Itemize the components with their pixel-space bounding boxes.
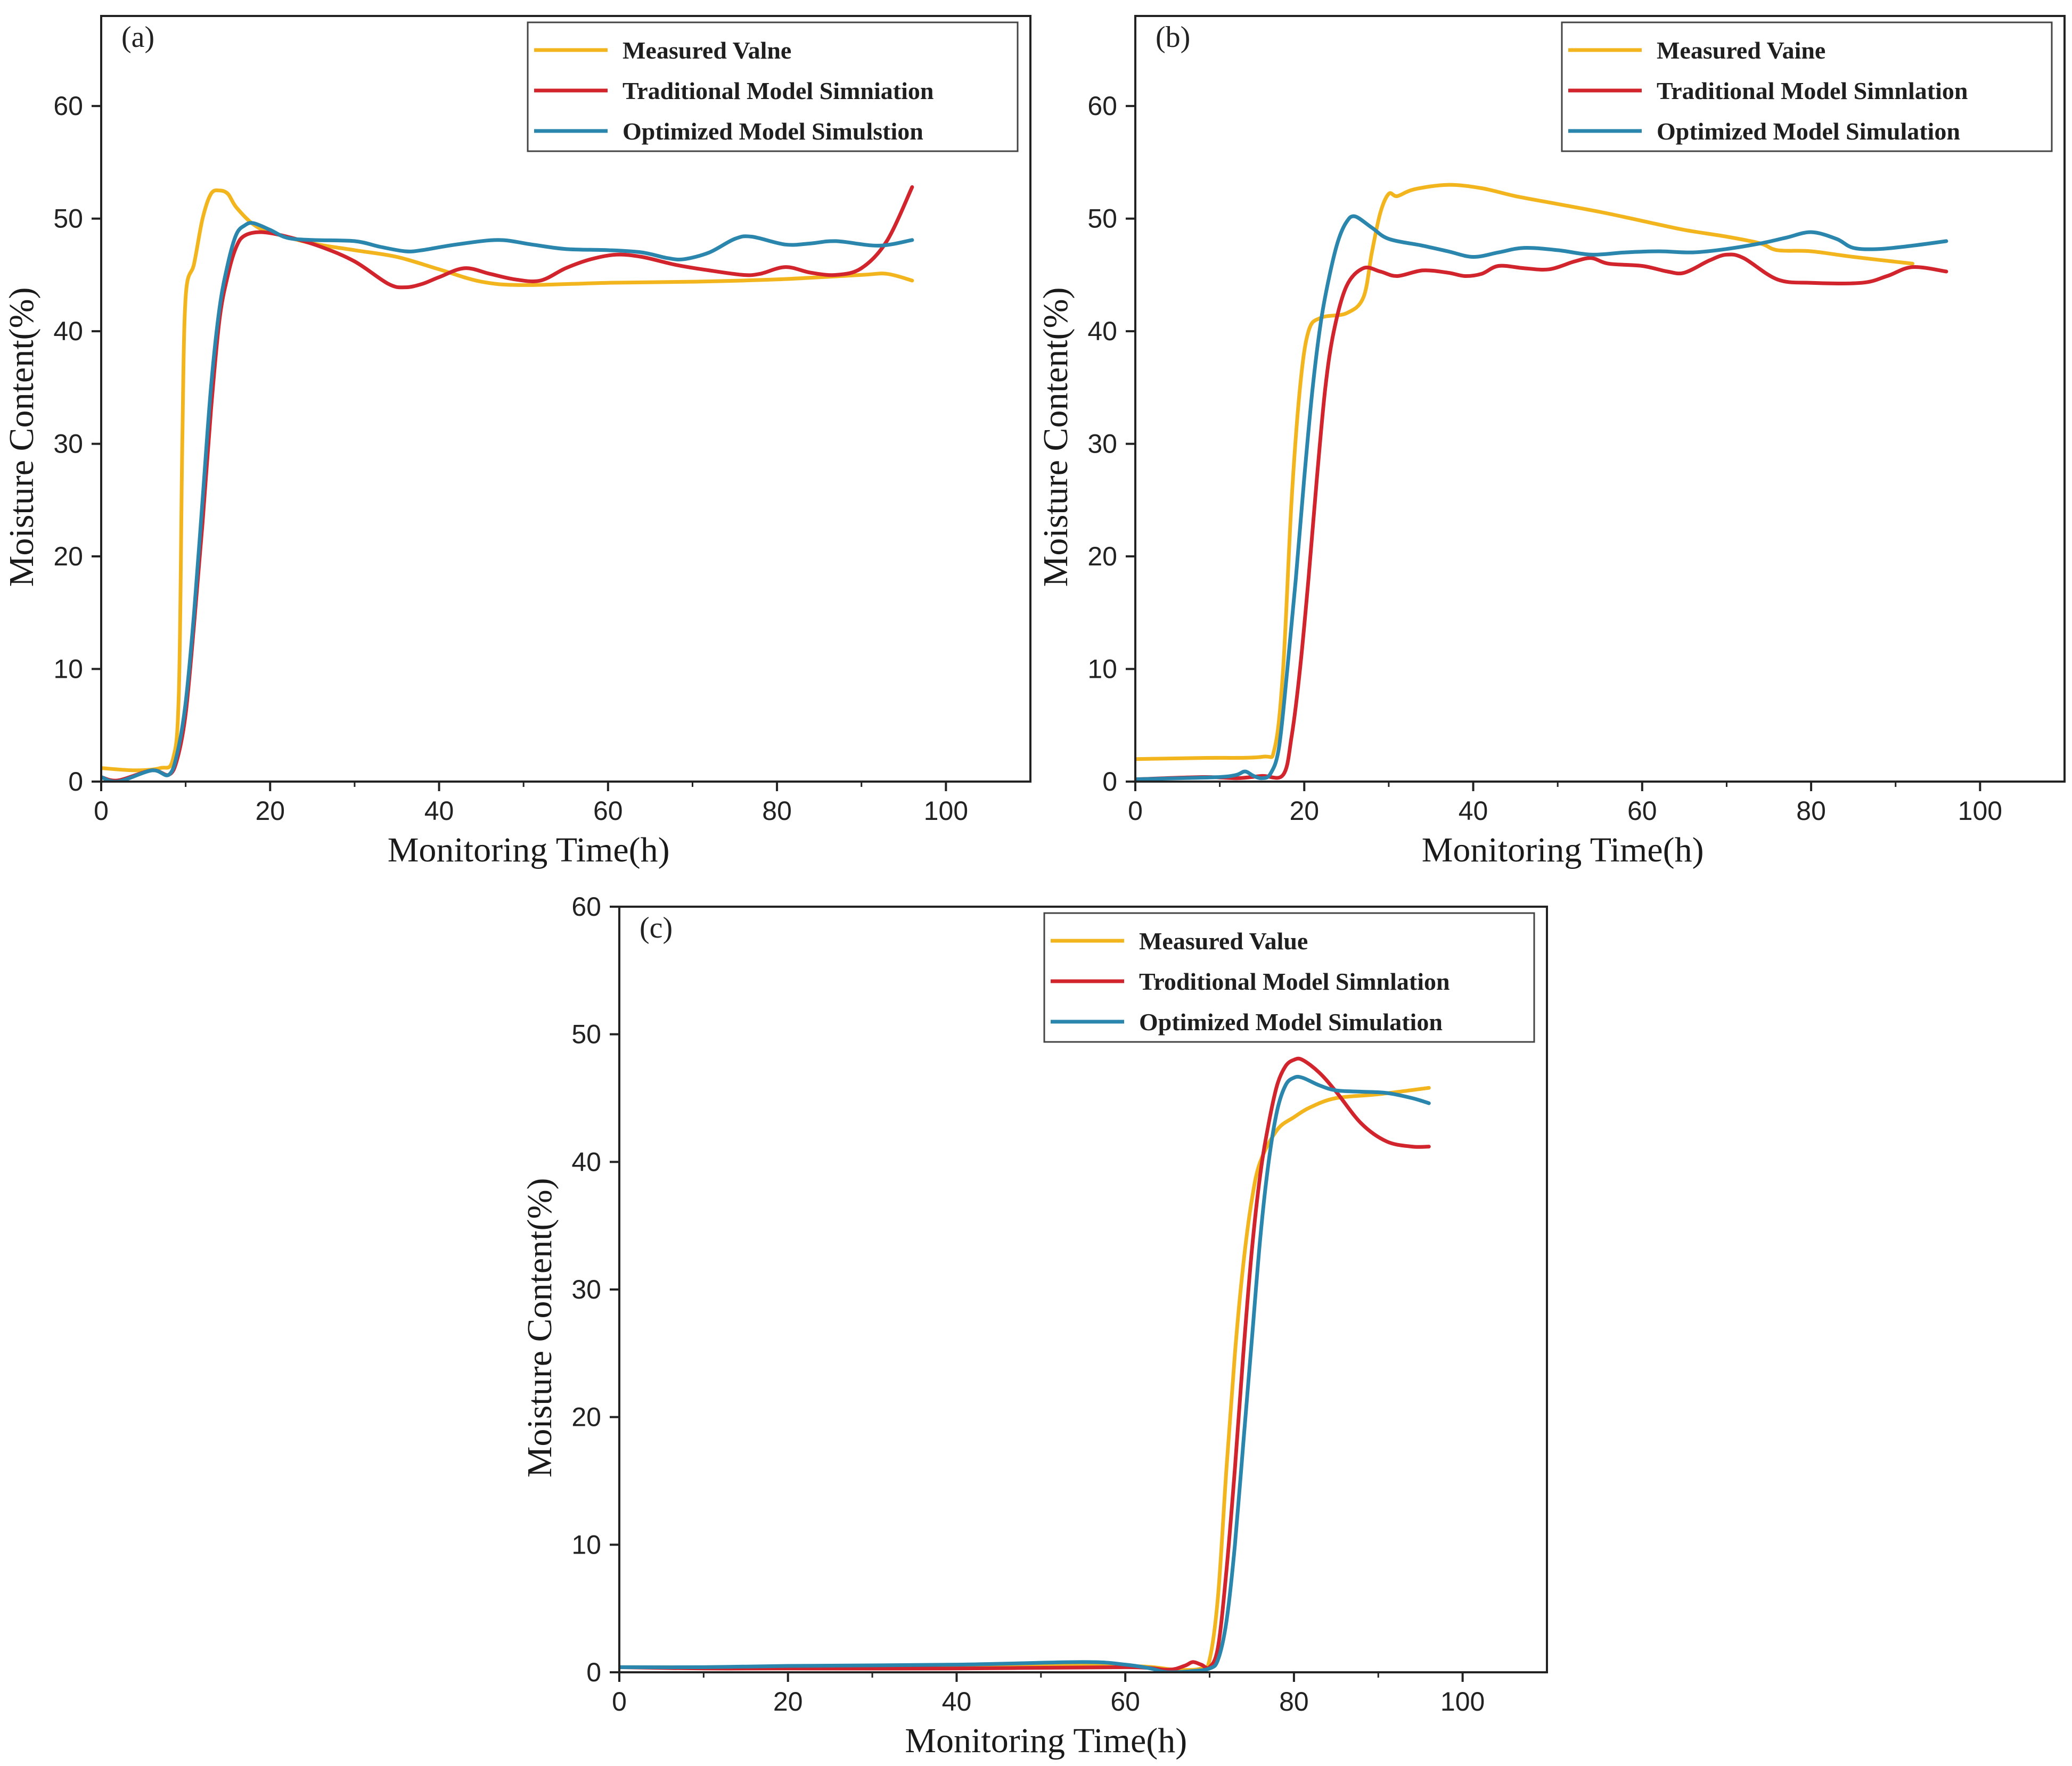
y-tick-label: 60: [1087, 91, 1117, 121]
x-tick-label: 100: [1958, 796, 2002, 826]
y-axis-title: Moisture Content(%): [2, 288, 41, 587]
x-tick-label: 0: [94, 796, 109, 826]
legend-entry: Traditional Model Simniation: [623, 77, 933, 104]
x-tick-label: 80: [762, 796, 792, 826]
y-tick-label: 10: [571, 1530, 601, 1559]
chart-panel-b: 0 10 20 30 40 50 60 0 20 40 60 80 100 Monitoring Time…: [1036, 15, 2066, 869]
series-group: [619, 1056, 1431, 1672]
y-tick-label: 40: [571, 1147, 601, 1177]
y-tick-label: 60: [571, 892, 601, 922]
panel-label: (b): [1156, 21, 1190, 54]
series-line-measured: [1135, 183, 1914, 761]
y-tick-label: 20: [1087, 541, 1117, 571]
series-line-optimized: [619, 1074, 1431, 1672]
x-axis-title: Monitoring Time(h): [1422, 831, 1704, 869]
legend-entry: Measured Valne: [623, 37, 791, 64]
y-axis-title: Moisture Content(%): [520, 1178, 559, 1478]
chart-panel-c: 0 10 20 30 40 50 60 0 20 40 60 80 100 Monitoring Time…: [520, 892, 1548, 1760]
legend-box: [1043, 912, 1535, 1043]
legend-entry: Optimized Model Simulation: [1139, 1008, 1443, 1036]
series-line-optimized: [101, 221, 914, 782]
legend: Measured Valne Traditional Model Simniati…: [527, 21, 1019, 152]
series-line-traditional: [619, 1056, 1431, 1672]
series-group: [101, 185, 914, 782]
y-tick-label: 20: [53, 541, 83, 571]
legend: Measured Vaine Traditional Model Simnlati…: [1561, 21, 2053, 152]
y-tick-label: 60: [53, 91, 83, 121]
plot-frame: [100, 15, 1031, 783]
panel-label: (a): [121, 21, 154, 54]
y-tick-label: 0: [68, 767, 83, 796]
x-tick-label: 20: [1289, 796, 1319, 826]
y-tick-label: 40: [53, 316, 83, 346]
y-tick-label: 30: [571, 1275, 601, 1304]
x-tick-label: 40: [424, 796, 454, 826]
x-tick-label: 60: [1627, 796, 1657, 826]
chart-panel-a: 0 10 20 30 40 50 60 0 20 40 60 80 100 Monitoring Time…: [2, 15, 1031, 869]
series-group: [1135, 183, 1948, 782]
y-tick-label: 30: [1087, 429, 1117, 459]
x-axis-title: Monitoring Time(h): [388, 831, 670, 869]
y-tick-label: 0: [586, 1657, 601, 1687]
legend: Measured Value Troditional Model Simnlati…: [1043, 912, 1535, 1043]
legend-entry: Measured Value: [1139, 927, 1308, 955]
x-tick-label: 20: [773, 1687, 803, 1716]
legend-box: [527, 21, 1019, 152]
y-tick-label: 40: [1087, 316, 1117, 346]
panel-label: (c): [640, 911, 673, 944]
legend-entry: Optimized Model Simulation: [1657, 118, 1960, 145]
x-tick-label: 80: [1279, 1687, 1309, 1716]
legend-box: [1561, 21, 2053, 152]
y-tick-label: 0: [1102, 767, 1117, 796]
y-tick-label: 10: [1087, 654, 1117, 684]
x-tick-label: 40: [942, 1687, 972, 1716]
x-axis-title: Monitoring Time(h): [905, 1721, 1187, 1760]
y-tick-label: 50: [1087, 204, 1117, 234]
y-tick-label: 20: [571, 1402, 601, 1432]
x-tick-label: 20: [255, 796, 285, 826]
x-tick-label: 60: [593, 796, 623, 826]
y-tick-label: 50: [571, 1020, 601, 1049]
legend-entry: Traditional Model Simnlation: [1657, 77, 1968, 104]
y-tick-label: 30: [53, 429, 83, 459]
x-tick-label: 0: [612, 1687, 627, 1716]
x-tick-label: 100: [1440, 1687, 1485, 1716]
x-tick-label: 100: [924, 796, 968, 826]
series-line-optimized: [1135, 214, 1948, 782]
y-tick-label: 10: [53, 654, 83, 684]
x-tick-label: 60: [1110, 1687, 1140, 1716]
legend-entry: Troditional Model Simnlation: [1139, 968, 1450, 995]
legend-entry: Optimized Model Simulstion: [623, 118, 923, 145]
x-tick-label: 0: [1128, 796, 1143, 826]
x-tick-label: 40: [1459, 796, 1488, 826]
x-tick-label: 80: [1796, 796, 1826, 826]
plot-frame: [1134, 15, 2066, 783]
y-tick-label: 50: [53, 204, 83, 234]
y-axis-title: Moisture Content(%): [1036, 288, 1075, 587]
series-line-traditional: [1135, 252, 1948, 782]
legend-entry: Measured Vaine: [1657, 37, 1825, 64]
